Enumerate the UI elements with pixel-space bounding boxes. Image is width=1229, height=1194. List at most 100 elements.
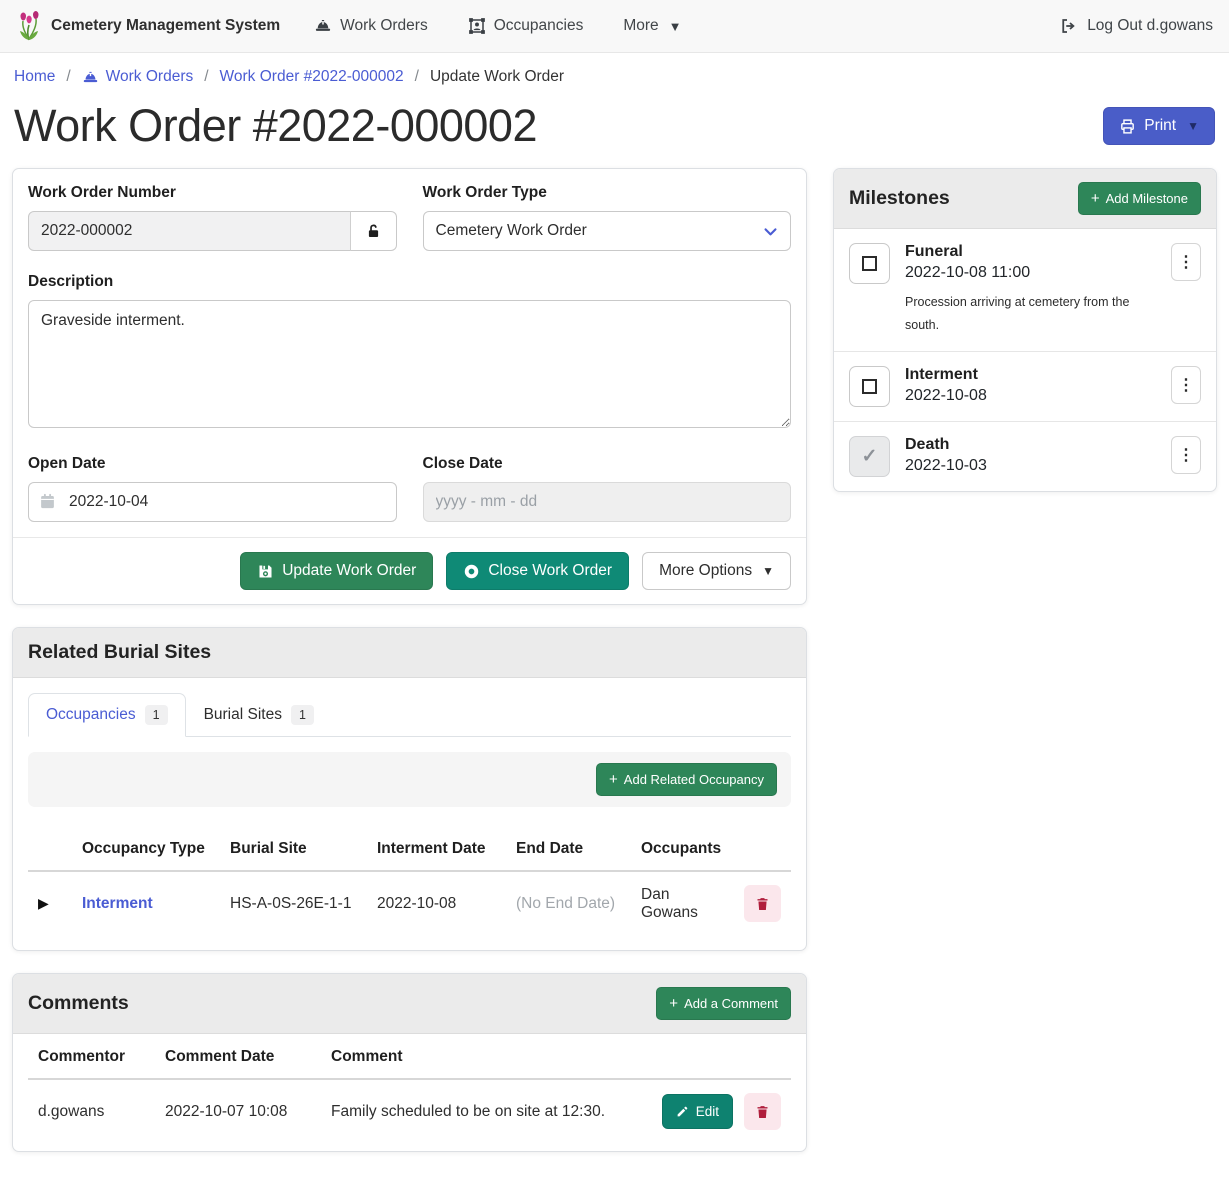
more-options-label: More Options (659, 562, 753, 579)
kebab-icon: ⋮ (1178, 254, 1194, 271)
work-order-form-card: Work Order Number Work (12, 168, 807, 605)
top-navbar: Cemetery Management System Work Orders (0, 0, 1229, 53)
milestones-card: Milestones + Add Milestone Funeral 2022-… (833, 168, 1217, 493)
form-footer: Update Work Order Close Work Order More … (13, 537, 806, 604)
add-milestone-label: Add Milestone (1105, 191, 1188, 206)
milestones-card-header: Milestones + Add Milestone (834, 169, 1216, 229)
interment-date-cell: 2022-10-08 (377, 894, 457, 912)
checkbox-unchecked-icon (862, 379, 877, 395)
occupancies-toolbar: + Add Related Occupancy (28, 752, 791, 807)
brand-name: Cemetery Management System (51, 17, 281, 34)
comments-table: Commentor Comment Date Comment d.gowans … (28, 1036, 791, 1143)
milestone-content: Death 2022-10-03 (905, 436, 1156, 475)
milestone-item-interment: Interment 2022-10-08 ⋮ (834, 352, 1216, 423)
open-date-input[interactable] (28, 482, 397, 522)
tab-label: Occupancies (46, 706, 136, 723)
nav-item-label: More (623, 17, 659, 34)
milestone-date: 2022-10-08 (905, 387, 987, 405)
add-comment-label: Add a Comment (684, 996, 778, 1011)
milestone-checkbox[interactable] (849, 243, 890, 284)
milestone-item-funeral: Funeral 2022-10-08 11:00 Procession arri… (834, 229, 1216, 353)
brand[interactable]: Cemetery Management System (16, 11, 280, 41)
related-card-title: Related Burial Sites (28, 641, 212, 663)
column-header: Burial Site (220, 828, 367, 872)
breadcrumb-work-orders[interactable]: Work Orders (82, 68, 194, 86)
edit-comment-button[interactable]: Edit (661, 1094, 733, 1129)
page-header: Work Order #2022-000002 Print ▼ (0, 98, 1229, 168)
actions-column-header (651, 1036, 791, 1080)
milestone-date: 2022-10-03 (905, 457, 987, 475)
delete-occupancy-button[interactable] (744, 885, 781, 922)
column-header: Interment Date (367, 828, 506, 872)
form-body: Work Order Number Work (13, 169, 806, 537)
occupancy-table-row: ▶ Interment HS-A-0S-26E-1-1 2022-10-08 (… (28, 871, 791, 935)
occupancies-table-header-row: Occupancy Type Burial Site Interment Dat… (28, 828, 791, 872)
work-order-number-input[interactable] (28, 211, 351, 251)
kebab-icon: ⋮ (1178, 377, 1194, 395)
milestone-date: 2022-10-08 11:00 (905, 264, 1031, 281)
more-options-button[interactable]: More Options ▼ (642, 552, 791, 590)
add-comment-button[interactable]: + Add a Comment (656, 987, 791, 1020)
print-label: Print (1144, 117, 1177, 134)
breadcrumb-label: Work Orders (105, 68, 194, 85)
breadcrumb-home[interactable]: Home (14, 68, 56, 85)
expand-row-icon[interactable]: ▶ (38, 894, 49, 911)
end-date-cell: (No End Date) (516, 894, 616, 912)
breadcrumb-work-order-number[interactable]: Work Order #2022-000002 (219, 68, 404, 85)
work-order-type-select[interactable]: Cemetery Work Order (422, 211, 791, 251)
print-button[interactable]: Print ▼ (1103, 107, 1215, 145)
tab-count-badge: 1 (144, 705, 168, 725)
trash-icon (755, 1104, 770, 1120)
milestones-card-title: Milestones (849, 187, 950, 209)
milestone-item-death: ✓ Death 2022-10-03 ⋮ (834, 422, 1216, 491)
nav-item-occupancies[interactable]: Occupancies (468, 17, 584, 35)
close-date-input[interactable] (422, 482, 791, 522)
add-related-occupancy-button[interactable]: + Add Related Occupancy (596, 763, 777, 796)
milestone-menu-button[interactable]: ⋮ (1171, 436, 1201, 475)
chevron-down-icon (762, 223, 779, 240)
logout-button[interactable]: Log Out d.gowans (1059, 17, 1213, 35)
checkmark-icon: ✓ (861, 446, 878, 468)
nav-item-label: Work Orders (340, 17, 428, 34)
milestone-checkbox-checked[interactable]: ✓ (849, 436, 890, 478)
open-date-label: Open Date (28, 455, 106, 472)
nav-item-work-orders[interactable]: Work Orders (314, 17, 428, 35)
close-work-order-button[interactable]: Close Work Order (446, 552, 630, 590)
plus-icon: + (1090, 190, 1100, 207)
main-content: Work Order Number Work (0, 168, 1229, 1194)
milestone-menu-button[interactable]: ⋮ (1171, 243, 1201, 281)
column-header: Occupancy Type (72, 828, 220, 872)
nav-item-more[interactable]: More ▼ (623, 17, 681, 35)
nav-item-label: Occupancies (493, 17, 584, 34)
tab-burial-sites[interactable]: Burial Sites 1 (186, 693, 332, 737)
lock-icon (349, 211, 397, 251)
caret-down-icon: ▼ (762, 564, 774, 578)
milestone-checkbox[interactable] (849, 366, 890, 408)
comment-date-cell: 2022-10-07 10:08 (165, 1102, 288, 1120)
page-title: Work Order #2022-000002 (14, 100, 538, 151)
milestone-title: Death (905, 436, 950, 454)
breadcrumb-separator: / (66, 68, 71, 85)
milestone-menu-button[interactable]: ⋮ (1171, 366, 1201, 405)
add-related-occupancy-label: Add Related Occupancy (623, 772, 764, 787)
pencil-icon (676, 1105, 689, 1118)
tab-occupancies[interactable]: Occupancies 1 (28, 693, 186, 737)
comment-cell: Family scheduled to be on site at 12:30. (331, 1102, 605, 1120)
update-work-order-button[interactable]: Update Work Order (240, 552, 434, 590)
milestone-content: Interment 2022-10-08 (905, 366, 1156, 405)
milestone-content: Funeral 2022-10-08 11:00 Procession arri… (905, 243, 1156, 337)
occupancy-type-link[interactable]: Interment (82, 894, 153, 912)
description-label: Description (28, 273, 114, 290)
comments-card: Comments + Add a Comment Commentor Comme… (12, 973, 807, 1152)
close-label: Close Work Order (488, 562, 613, 579)
occupancies-table: Occupancy Type Burial Site Interment Dat… (28, 828, 791, 935)
add-milestone-button[interactable]: + Add Milestone (1077, 182, 1201, 215)
plus-icon: + (609, 771, 618, 788)
comments-card-title: Comments (28, 992, 129, 1014)
breadcrumb-current: Update Work Order (429, 68, 565, 85)
close-date-field-group: Close Date (422, 455, 791, 522)
delete-comment-button[interactable] (744, 1093, 781, 1130)
description-textarea[interactable]: Graveside interment. (28, 300, 791, 428)
description-field-group: Description Graveside interment. (28, 273, 791, 433)
comments-table-header-row: Commentor Comment Date Comment (28, 1036, 791, 1080)
